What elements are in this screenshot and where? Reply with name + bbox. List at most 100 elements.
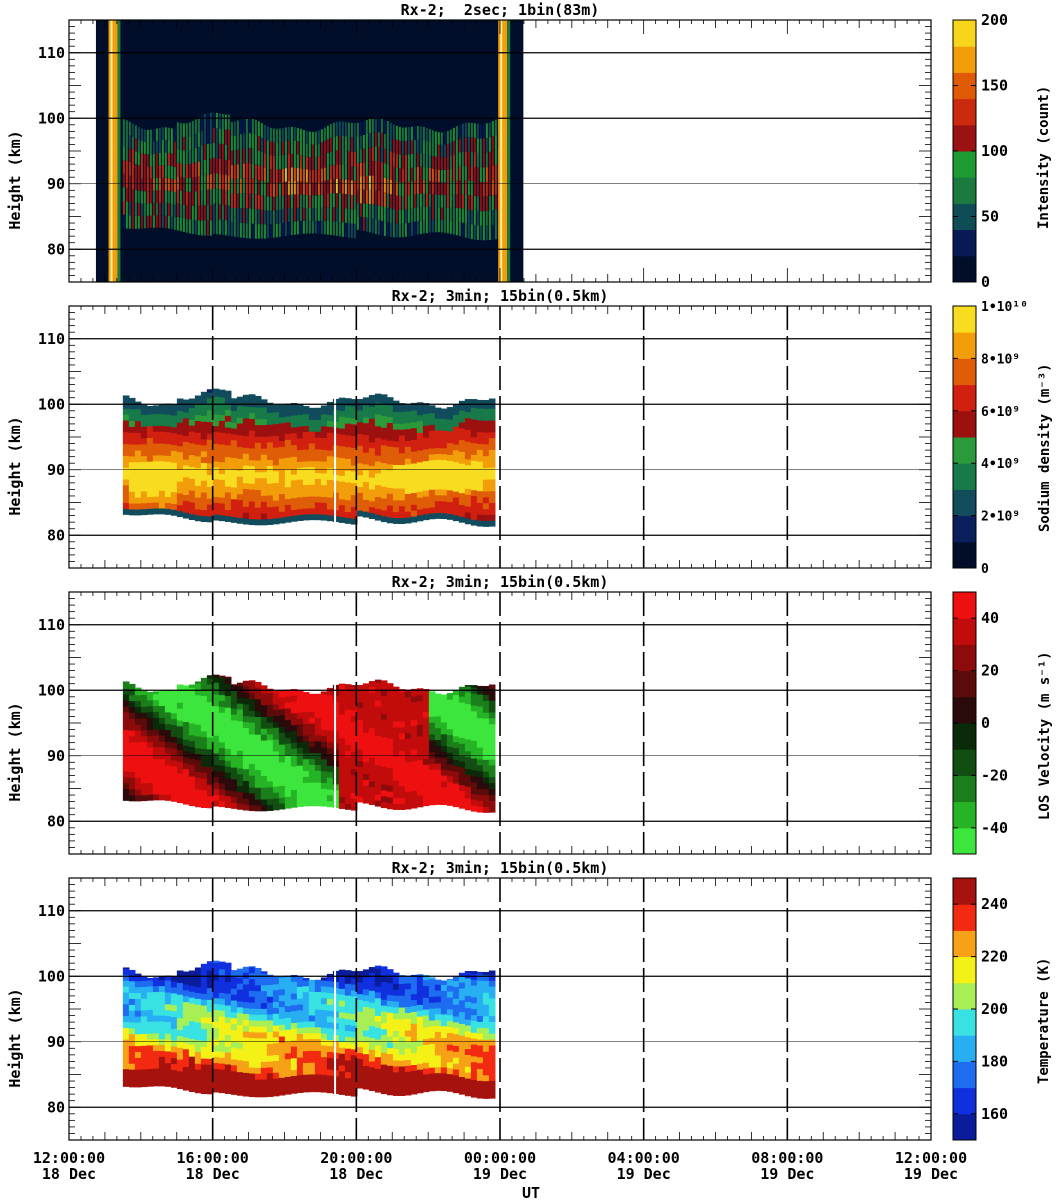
field-cell: [177, 726, 184, 732]
field-cell: [483, 777, 490, 783]
field-cell: [171, 1011, 178, 1017]
field-cell: [303, 473, 310, 479]
field-cell: [429, 728, 436, 734]
field-cell: [315, 508, 322, 514]
field-cell: [249, 507, 256, 513]
intensity-streak: [213, 158, 215, 173]
field-cell: [423, 800, 430, 806]
field-cell: [267, 412, 274, 418]
intensity-streak: [495, 135, 497, 150]
field-cell: [153, 977, 160, 980]
field-cell: [417, 444, 424, 450]
field-cell: [489, 800, 496, 806]
field-cell: [429, 442, 436, 448]
intensity-streak: [126, 120, 128, 134]
field-cell: [153, 1027, 160, 1033]
field-cell: [453, 414, 460, 420]
intensity-streak: [429, 194, 431, 207]
field-cell: [423, 496, 430, 502]
intensity-streak: [168, 216, 170, 229]
field-cell: [123, 1039, 130, 1045]
field-cell: [243, 459, 250, 465]
intensity-streak: [222, 175, 224, 190]
field-cell: [483, 688, 490, 694]
field-cell: [345, 441, 352, 447]
field-cell: [225, 987, 232, 993]
field-cell: [183, 1060, 190, 1066]
field-cell: [279, 703, 286, 709]
field-cell: [333, 790, 340, 796]
field-cell: [267, 454, 274, 460]
field-cell: [183, 786, 190, 792]
field-cell: [219, 765, 226, 771]
field-cell: [405, 803, 412, 809]
field-cell: [447, 729, 454, 735]
field-cell: [273, 1078, 280, 1084]
intensity-streak: [339, 121, 341, 135]
field-cell: [231, 510, 238, 516]
field-cell: [339, 487, 346, 493]
field-cell: [141, 438, 148, 444]
field-cell: [171, 421, 178, 427]
field-cell: [267, 689, 274, 693]
field-cell: [465, 751, 472, 757]
field-cell: [255, 1055, 262, 1061]
field-cell: [231, 696, 238, 702]
intensity-streak: [249, 133, 251, 148]
field-cell: [159, 508, 166, 514]
intensity-streak: [243, 134, 245, 149]
field-cell: [165, 485, 172, 491]
field-cell: [195, 1040, 202, 1046]
field-cell: [363, 429, 370, 435]
field-cell: [477, 485, 484, 491]
field-cell: [123, 1021, 130, 1027]
field-cell: [459, 463, 466, 469]
field-cell: [363, 709, 370, 715]
colorbar-swatch: [953, 775, 976, 802]
field-cell: [147, 406, 154, 409]
field-cell: [303, 514, 310, 520]
field-cell: [291, 450, 298, 456]
field-cell: [333, 707, 340, 713]
field-cell: [279, 482, 286, 488]
field-cell: [291, 754, 298, 760]
intensity-streak: [252, 179, 254, 194]
field-cell: [399, 482, 406, 488]
field-cell: [243, 727, 250, 733]
colorbar-swatch: [953, 306, 976, 333]
intensity-streak: [375, 190, 377, 205]
intensity-streak: [297, 128, 299, 141]
y-tick-label: 110: [38, 330, 65, 348]
field-cell: [219, 777, 226, 783]
intensity-streak: [234, 179, 236, 193]
intensity-streak: [189, 178, 191, 192]
field-cell: [345, 511, 352, 517]
field-cell: [369, 722, 376, 728]
intensity-streak: [204, 190, 206, 205]
intensity-streak: [162, 153, 164, 166]
field-cell: [231, 755, 238, 761]
field-cell: [279, 774, 286, 780]
field-cell: [309, 735, 316, 741]
intensity-streak: [132, 124, 134, 137]
field-cell: [273, 412, 280, 418]
field-cell: [309, 484, 316, 490]
intensity-streak: [321, 208, 323, 221]
intensity-streak: [384, 222, 386, 237]
field-cell: [291, 492, 298, 498]
field-cell: [219, 1045, 226, 1051]
field-cell: [231, 708, 238, 714]
field-cell: [279, 405, 286, 411]
field-cell: [441, 471, 448, 477]
field-cell: [267, 513, 274, 519]
field-cell: [177, 422, 184, 428]
field-cell: [237, 1060, 244, 1066]
field-cell: [369, 745, 376, 751]
field-cell: [225, 427, 232, 433]
field-cell: [393, 470, 400, 476]
intensity-streak: [225, 160, 227, 175]
field-cell: [441, 448, 448, 454]
field-cell: [273, 441, 280, 447]
field-cell: [237, 683, 244, 686]
field-cell: [315, 758, 322, 764]
